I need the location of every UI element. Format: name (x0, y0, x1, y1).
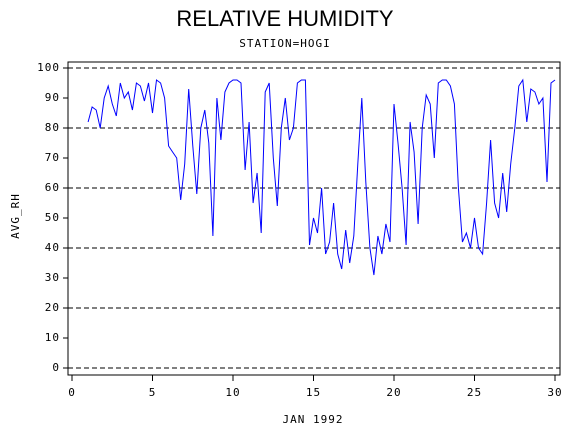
x-axis-label: JAN 1992 (283, 413, 344, 426)
y-tick-label: 30 (45, 271, 60, 284)
y-tick-label: 60 (45, 181, 60, 194)
chart-title: RELATIVE HUMIDITY (176, 6, 394, 31)
y-tick-label: 0 (52, 361, 60, 374)
y-tick-label: 20 (45, 301, 60, 314)
chart-subtitle: STATION=HOGI (239, 37, 330, 50)
x-tick-label: 30 (547, 386, 562, 399)
y-tick-label: 70 (45, 151, 60, 164)
x-tick-label: 0 (68, 386, 76, 399)
y-tick-label: 100 (37, 61, 60, 74)
x-tick-label: 25 (467, 386, 482, 399)
x-tick-label: 20 (386, 386, 401, 399)
y-tick-label: 40 (45, 241, 60, 254)
x-tick-label: 10 (225, 386, 240, 399)
y-tick-label: 90 (45, 91, 60, 104)
y-tick-label: 10 (45, 331, 60, 344)
x-tick-label: 15 (306, 386, 321, 399)
y-tick-label: 80 (45, 121, 60, 134)
data-line (87, 78, 556, 276)
x-tick-label: 5 (149, 386, 157, 399)
y-axis-label: AVG_RH (9, 193, 22, 239)
y-tick-label: 50 (45, 211, 60, 224)
